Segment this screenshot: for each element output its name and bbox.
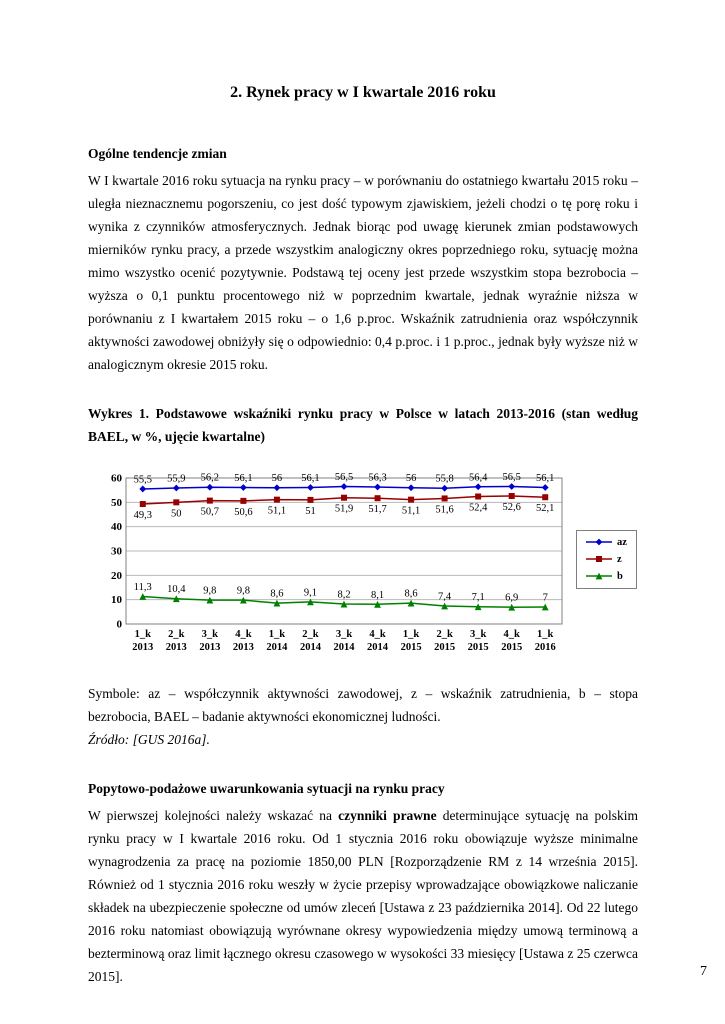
svg-text:4_k: 4_k	[235, 629, 252, 640]
svg-text:2014: 2014	[266, 642, 288, 653]
svg-text:60: 60	[111, 473, 123, 485]
svg-text:2015: 2015	[434, 642, 455, 653]
page-title: 2. Rynek pracy w I kwartale 2016 roku	[230, 84, 496, 101]
svg-text:50,6: 50,6	[234, 507, 252, 518]
svg-text:2016: 2016	[535, 642, 556, 653]
svg-text:8,1: 8,1	[371, 590, 384, 601]
svg-text:52,1: 52,1	[536, 503, 554, 514]
svg-text:56,1: 56,1	[301, 473, 319, 484]
legend-label: z	[617, 553, 622, 565]
svg-text:56: 56	[406, 473, 417, 484]
svg-text:7,4: 7,4	[438, 591, 452, 602]
source-note: Źródło: [GUS 2016a].	[88, 732, 210, 747]
svg-text:56: 56	[272, 473, 283, 484]
svg-text:3_k: 3_k	[202, 629, 219, 640]
svg-text:55,5: 55,5	[134, 474, 152, 485]
legend-entry-z: z	[586, 554, 627, 565]
svg-text:8,6: 8,6	[270, 589, 283, 600]
svg-text:4_k: 4_k	[369, 629, 386, 640]
svg-text:7: 7	[543, 592, 548, 603]
svg-text:2014: 2014	[300, 642, 322, 653]
chart-caption: Wykres 1. Podstawowe wskaźniki rynku pra…	[88, 406, 638, 444]
svg-text:56,5: 56,5	[335, 472, 353, 483]
page-number: 7	[700, 964, 707, 979]
svg-text:49,3: 49,3	[134, 510, 152, 521]
svg-text:2013: 2013	[132, 642, 153, 653]
svg-text:2014: 2014	[334, 642, 356, 653]
svg-text:56,4: 56,4	[469, 472, 488, 483]
paragraph-general-trends: W I kwartale 2016 roku sytuacja na rynku…	[88, 173, 638, 372]
svg-text:2_k: 2_k	[302, 629, 319, 640]
diamond-marker-icon	[586, 538, 612, 546]
svg-text:2014: 2014	[367, 642, 389, 653]
svg-text:55,8: 55,8	[435, 474, 453, 485]
svg-text:11,3: 11,3	[134, 582, 152, 593]
paragraph-bold-part: czynniki prawne	[338, 808, 437, 823]
legend-entry-b: b	[586, 571, 627, 582]
svg-text:3_k: 3_k	[336, 629, 353, 640]
paragraph-part: determinujące sytuację na polskim rynku …	[88, 808, 639, 984]
svg-text:56,1: 56,1	[234, 473, 252, 484]
svg-text:2013: 2013	[233, 642, 254, 653]
paragraph-part: W pierwszej kolejności należy wskazać na	[88, 808, 339, 823]
svg-text:30: 30	[111, 546, 123, 558]
svg-text:2013: 2013	[166, 642, 187, 653]
section-heading-demand-supply: Popytowo-podażowe uwarunkowania sytuacji…	[88, 781, 445, 796]
square-marker-icon	[586, 556, 612, 562]
svg-text:51: 51	[305, 506, 316, 517]
labor-market-chart: 0 10 20 30 40 50 60 1_k 2013 2_k 2013 3_k 2013 4_k 201…	[98, 460, 638, 658]
svg-text:56,5: 56,5	[503, 472, 521, 483]
svg-text:10: 10	[111, 594, 123, 606]
paragraph-demand-supply: W pierwszej kolejności należy wskazać na…	[88, 804, 638, 988]
svg-text:2015: 2015	[468, 642, 489, 653]
svg-text:51,9: 51,9	[335, 504, 353, 515]
chart-plot-area: 0 10 20 30 40 50 60 1_k 2013 2_k 2013 3_k 2013 4_k 201…	[111, 472, 563, 653]
svg-text:2013: 2013	[199, 642, 220, 653]
svg-text:50: 50	[111, 497, 123, 509]
svg-text:2_k: 2_k	[436, 629, 453, 640]
svg-text:2015: 2015	[501, 642, 522, 653]
svg-text:9,8: 9,8	[237, 586, 250, 597]
legend-entry-az: az	[586, 537, 627, 548]
svg-text:4_k: 4_k	[504, 629, 521, 640]
svg-text:56,3: 56,3	[368, 473, 386, 484]
svg-text:51,7: 51,7	[368, 504, 386, 515]
svg-text:55,9: 55,9	[167, 473, 185, 484]
section-heading-general-trends: Ogólne tendencje zmian	[88, 146, 227, 161]
svg-text:52,4: 52,4	[469, 502, 488, 513]
svg-text:50: 50	[171, 508, 182, 519]
svg-text:51,1: 51,1	[402, 506, 420, 517]
svg-text:40: 40	[111, 521, 123, 533]
chart-legend: az z b	[576, 529, 637, 589]
svg-text:51,1: 51,1	[268, 506, 286, 517]
svg-text:8,2: 8,2	[337, 590, 350, 601]
svg-text:9,1: 9,1	[304, 587, 317, 598]
svg-text:56,2: 56,2	[201, 473, 219, 484]
svg-text:8,6: 8,6	[405, 589, 418, 600]
svg-text:9,8: 9,8	[203, 586, 216, 597]
symbols-note: Symbole: az – współczynnik aktywności za…	[88, 686, 638, 724]
svg-text:52,6: 52,6	[503, 502, 521, 513]
svg-text:3_k: 3_k	[470, 629, 487, 640]
svg-text:6,9: 6,9	[505, 593, 518, 604]
svg-text:1_k: 1_k	[135, 629, 152, 640]
svg-text:7,1: 7,1	[472, 592, 485, 603]
svg-text:2_k: 2_k	[168, 629, 185, 640]
triangle-marker-icon	[586, 572, 612, 580]
svg-text:0: 0	[117, 619, 123, 631]
svg-text:10,4: 10,4	[167, 584, 186, 595]
svg-text:1_k: 1_k	[537, 629, 554, 640]
svg-text:2015: 2015	[401, 642, 422, 653]
svg-text:51,6: 51,6	[435, 504, 453, 515]
svg-text:1_k: 1_k	[269, 629, 286, 640]
svg-text:56,1: 56,1	[536, 473, 554, 484]
legend-label: b	[617, 570, 623, 582]
svg-text:50,7: 50,7	[201, 507, 219, 518]
svg-text:1_k: 1_k	[403, 629, 420, 640]
svg-text:20: 20	[111, 570, 123, 582]
legend-label: az	[617, 536, 627, 548]
